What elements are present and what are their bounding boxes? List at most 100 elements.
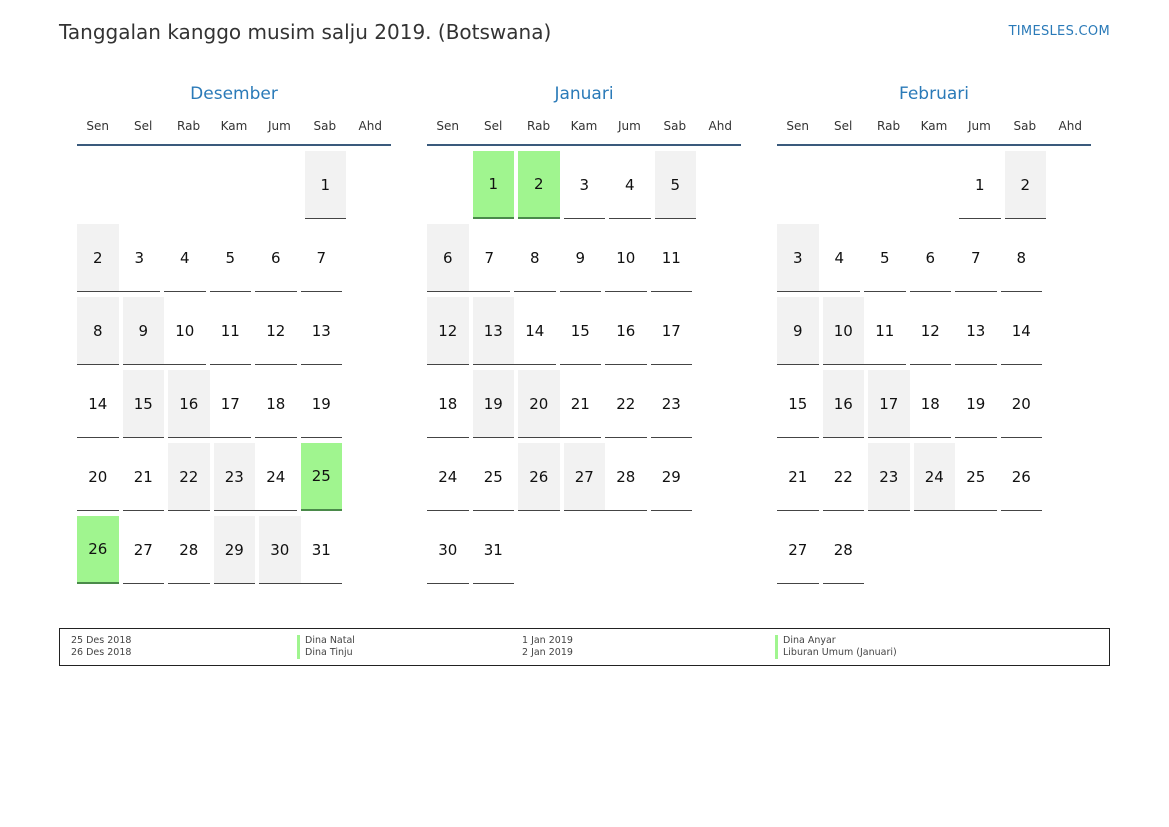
day-cell: 20 (1000, 370, 1042, 438)
day-cell: 14 (514, 297, 556, 365)
days-grid: 1 2 3 4 5 6 7 8 9 10 11 12 13 14 15 16 17 18 19 20 21 22 23 24 2… (77, 151, 391, 589)
legend-date: 2 Jan 2019 (522, 647, 573, 658)
day-cell-empty (427, 151, 469, 219)
day-cell: 15 (122, 370, 164, 438)
day-cell-empty (168, 151, 210, 219)
day-cell: 8 (1000, 224, 1042, 292)
day-cell: 29 (650, 443, 692, 511)
day-cell: 19 (955, 370, 997, 438)
day-cell: 4 (609, 151, 651, 219)
day-cell: 9 (559, 224, 601, 292)
day-cell: 10 (822, 297, 864, 365)
weekday-label: Sen (436, 119, 460, 133)
day-cell-empty (259, 151, 301, 219)
weekday-header: Sen Sel Rab Kam Jum Sab Ahd (777, 114, 1091, 146)
weekday-label: Rab (527, 119, 551, 133)
day-cell: 27 (563, 443, 605, 511)
day-cell-empty (123, 151, 165, 219)
brand-link[interactable]: TIMESLES.COM (1008, 24, 1110, 39)
day-cell: 29 (213, 516, 255, 584)
weekday-label: Kam (220, 119, 248, 133)
day-cell-holiday: 26 (77, 516, 119, 584)
day-cell: 8 (514, 224, 556, 292)
day-cell: 4 (164, 224, 206, 292)
day-cell: 13 (955, 297, 997, 365)
day-cell: 31 (300, 516, 342, 584)
weekday-label: Rab (877, 119, 901, 133)
day-cell: 23 (213, 443, 255, 511)
day-cell: 26 (518, 443, 560, 511)
days-grid: 1 2 3 4 5 6 7 8 9 10 11 12 13 14 15 16 17 18 19 20 21 22 23 24 2… (427, 151, 741, 589)
day-cell: 19 (472, 370, 514, 438)
day-cell: 4 (818, 224, 860, 292)
legend-date: 26 Des 2018 (71, 647, 132, 658)
day-cell: 14 (77, 370, 119, 438)
weekday-label: Sel (833, 119, 853, 133)
legend-date: 25 Des 2018 (71, 635, 132, 646)
day-cell: 27 (122, 516, 164, 584)
weekday-label: Sab (313, 119, 337, 133)
day-cell: 22 (168, 443, 210, 511)
day-cell: 23 (650, 370, 692, 438)
day-cell: 24 (255, 443, 297, 511)
day-cell: 11 (864, 297, 906, 365)
weekday-label: Kam (570, 119, 598, 133)
day-cell: 21 (777, 443, 819, 511)
day-cell: 12 (255, 297, 297, 365)
weekday-label: Sen (786, 119, 810, 133)
day-cell-holiday: 25 (300, 443, 342, 511)
day-cell: 7 (468, 224, 510, 292)
legend-holiday-name: Dina Tinju (297, 647, 353, 659)
day-cell: 10 (605, 224, 647, 292)
day-cell: 25 (472, 443, 514, 511)
page-title: Tanggalan kanggo musim salju 2019. (Bots… (59, 20, 552, 44)
day-cell-empty (868, 151, 910, 219)
weekday-label: Sel (483, 119, 503, 133)
day-cell-empty (914, 151, 956, 219)
weekday-label: Rab (177, 119, 201, 133)
day-cell-empty (777, 151, 819, 219)
day-cell: 30 (427, 516, 469, 584)
day-cell: 30 (259, 516, 301, 584)
legend-holiday-name: Dina Anyar (775, 635, 836, 647)
legend-date: 1 Jan 2019 (522, 635, 573, 646)
day-cell: 5 (654, 151, 696, 219)
day-cell: 5 (864, 224, 906, 292)
weekday-label: Jum (267, 119, 291, 133)
weekday-label: Sel (133, 119, 153, 133)
days-grid: 1 2 3 4 5 6 7 8 9 10 11 12 13 14 15 16 17 18 19 20 21 22 23 24 2… (777, 151, 1091, 589)
day-cell: 24 (913, 443, 955, 511)
day-cell-empty (214, 151, 256, 219)
day-cell: 6 (909, 224, 951, 292)
legend-holiday-name: Liburan Umum (Januari) (775, 647, 897, 659)
day-cell: 14 (1000, 297, 1042, 365)
holiday-legend: 25 Des 2018 26 Des 2018 Dina Natal Dina … (59, 628, 1110, 666)
day-cell: 18 (255, 370, 297, 438)
weekday-header: Sen Sel Rab Kam Jum Sab Ahd (77, 114, 391, 146)
day-cell: 18 (427, 370, 469, 438)
day-cell: 21 (559, 370, 601, 438)
weekday-label: Ahd (1058, 119, 1082, 133)
weekday-label: Jum (617, 119, 641, 133)
day-cell: 17 (868, 370, 910, 438)
weekday-label: Sab (1013, 119, 1037, 133)
weekday-label: Sen (86, 119, 110, 133)
day-cell: 13 (472, 297, 514, 365)
day-cell: 31 (472, 516, 514, 584)
month-name: Januari (554, 84, 614, 104)
day-cell: 21 (122, 443, 164, 511)
day-cell: 23 (868, 443, 910, 511)
day-cell: 3 (118, 224, 160, 292)
day-cell: 10 (164, 297, 206, 365)
legend-holiday-name: Dina Natal (297, 635, 355, 647)
day-cell: 28 (822, 516, 864, 584)
day-cell: 1 (959, 151, 1001, 219)
day-cell: 27 (777, 516, 819, 584)
day-cell: 19 (300, 370, 342, 438)
day-cell: 11 (650, 224, 692, 292)
day-cell: 20 (77, 443, 119, 511)
day-cell: 11 (209, 297, 251, 365)
day-cell: 9 (777, 297, 819, 365)
